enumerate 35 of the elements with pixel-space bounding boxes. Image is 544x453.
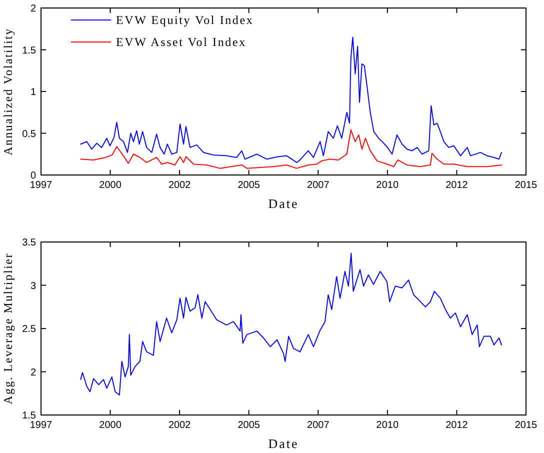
x-tick-label: 2000 — [99, 420, 122, 431]
x-tick-label: 2005 — [238, 180, 260, 191]
y-axis-title: Annualized Volatility — [1, 28, 15, 156]
x-tick-label: 2002 — [168, 420, 192, 431]
y-tick-label: 1.5 — [22, 45, 36, 56]
x-tick-label: 1997 — [30, 180, 53, 191]
y-tick-label: 3.5 — [22, 238, 36, 248]
line-series — [80, 252, 502, 396]
x-tick-label: 2012 — [446, 420, 468, 431]
x-tick-label: 2005 — [238, 420, 260, 431]
y-tick-label: 1.5 — [22, 410, 36, 422]
line-series — [80, 36, 502, 163]
legend-label: EVW Asset Vol Index — [116, 35, 246, 49]
x-tick-label: 2007 — [307, 420, 330, 431]
x-axis-title: Date — [268, 436, 299, 451]
y-tick-label: 1 — [30, 87, 36, 98]
legend-label: EVW Equity Vol Index — [116, 13, 254, 27]
y-tick-label: 2 — [30, 367, 36, 378]
y-tick-label: 0.5 — [22, 128, 36, 140]
line-series — [80, 129, 502, 169]
x-axis-title: Date — [268, 196, 299, 211]
x-tick-label: 2007 — [307, 180, 330, 191]
x-tick-label: 2012 — [446, 180, 468, 191]
y-tick-label: 2 — [30, 4, 36, 14]
x-tick-label: 2015 — [514, 420, 538, 431]
x-tick-label: 2010 — [376, 420, 399, 431]
x-tick-label: 2002 — [168, 180, 192, 191]
y-axis-title: Agg. Leverage Multiplier — [1, 252, 15, 404]
x-tick-label: 2010 — [376, 180, 399, 191]
y-tick-label: 2.5 — [22, 324, 36, 335]
x-tick-label: 1997 — [30, 420, 53, 431]
x-tick-label: 2000 — [99, 180, 122, 191]
y-tick-label: 0 — [30, 170, 36, 182]
x-tick-label: 2015 — [514, 180, 538, 191]
y-tick-label: 3 — [30, 280, 36, 292]
